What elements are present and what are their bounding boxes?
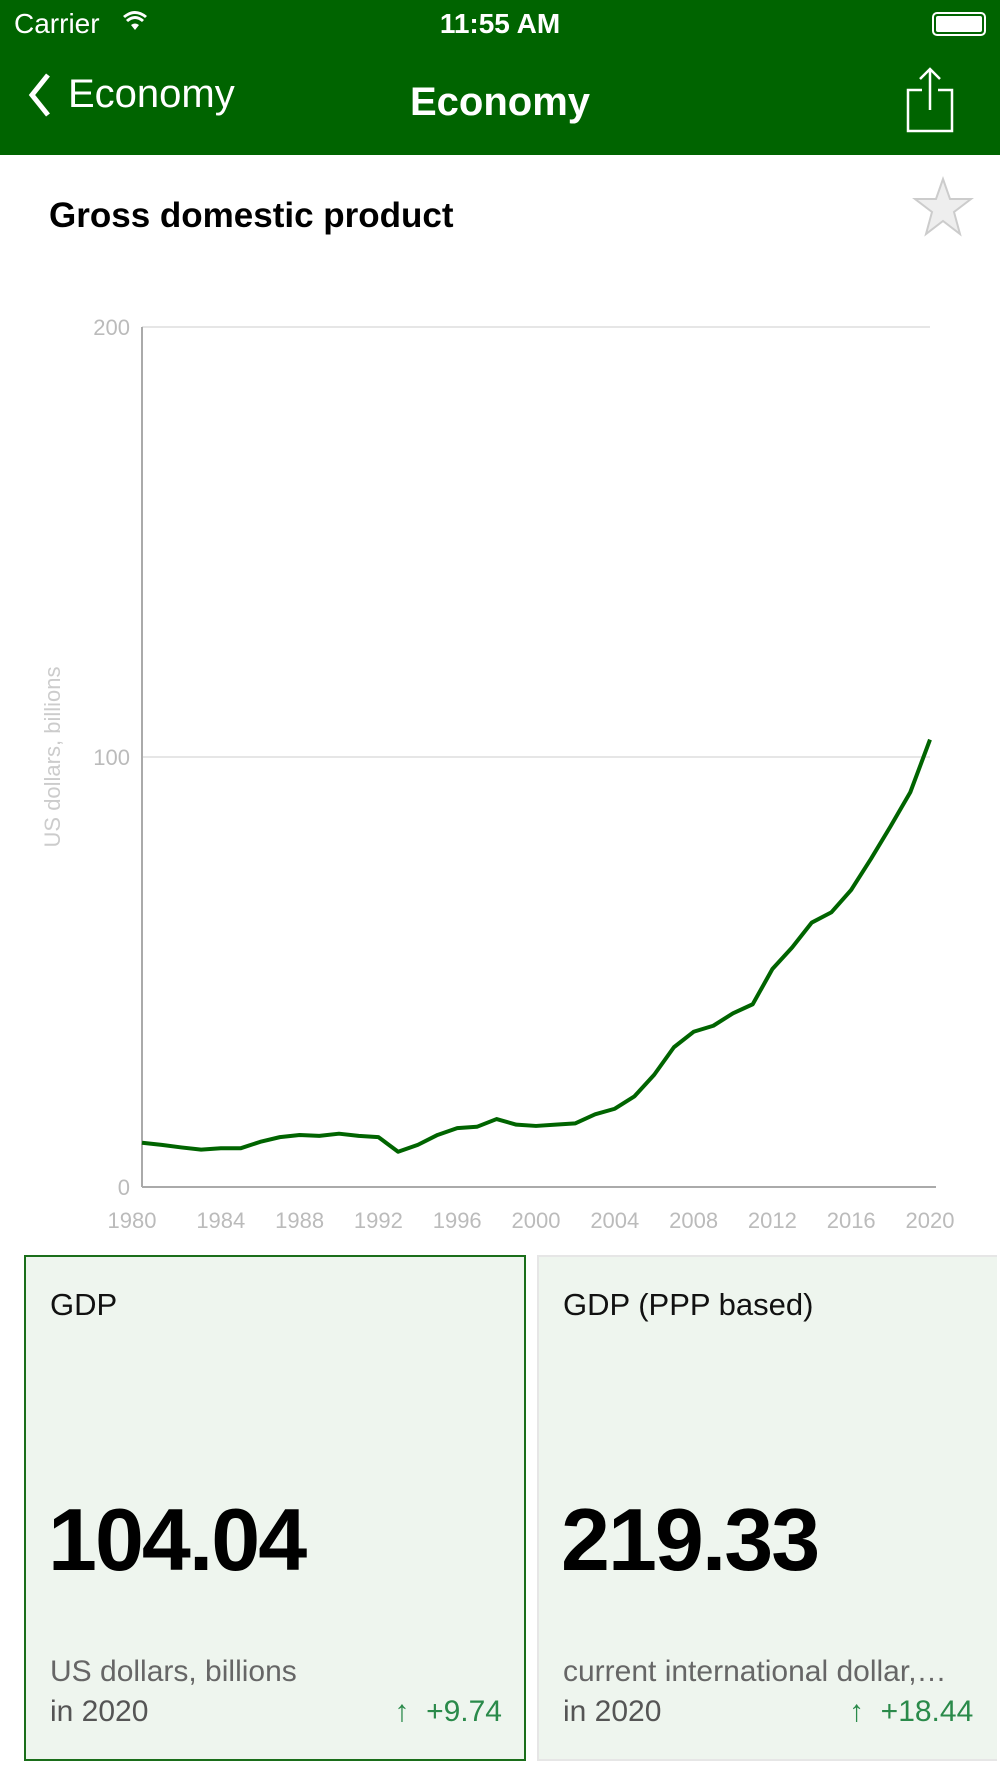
y-tick-label: 200 — [93, 315, 130, 340]
x-tick-label: 2012 — [748, 1208, 797, 1233]
y-tick-label: 0 — [118, 1175, 130, 1200]
x-tick-label: 1984 — [196, 1208, 245, 1233]
navigation-bar: Carrier 11:55 AM Economy Economy — [0, 0, 1000, 155]
card-unit: US dollars, billions — [50, 1655, 297, 1688]
x-tick-label: 2004 — [590, 1208, 639, 1233]
x-tick-label: 2008 — [669, 1208, 718, 1233]
x-tick-label: 1988 — [275, 1208, 324, 1233]
arrow-up-icon: ↑ — [849, 1695, 864, 1728]
battery-icon — [932, 12, 986, 36]
card-value: 219.33 — [561, 1490, 820, 1589]
gdp-line-chart: 0 100 200 1980 1984 1988 1992 1996 2000 2004 2008 2… — [40, 315, 955, 1233]
card-year: in 2020 — [563, 1695, 662, 1728]
card-change: ↑ +9.74 — [394, 1695, 502, 1729]
card-value: 104.04 — [48, 1490, 307, 1589]
back-button[interactable]: Economy — [28, 72, 235, 117]
page-title: Gross domestic product — [49, 196, 454, 235]
x-tick-label: 1996 — [433, 1208, 482, 1233]
card-year: in 2020 — [50, 1695, 149, 1728]
favorite-star-icon[interactable] — [912, 176, 974, 238]
x-tick-label: 1980 — [108, 1208, 157, 1233]
x-tick-label: 2020 — [906, 1208, 955, 1233]
share-icon[interactable] — [905, 66, 955, 134]
series-line-gdp — [141, 738, 932, 1154]
card-unit: current international dollar,… — [563, 1655, 947, 1688]
back-label: Economy — [68, 72, 235, 116]
wifi-icon — [123, 11, 147, 30]
clock: 11:55 AM — [439, 8, 561, 39]
y-axis-label: US dollars, billions — [40, 667, 65, 848]
carrier-label: Carrier — [14, 8, 100, 39]
x-tick-label: 1992 — [354, 1208, 403, 1233]
indicator-card[interactable]: GDP (PPP based) 219.33 current internati… — [537, 1255, 997, 1761]
x-tick-label: 2000 — [512, 1208, 561, 1233]
x-tick-label: 2016 — [827, 1208, 876, 1233]
change-value: +18.44 — [880, 1695, 974, 1728]
y-tick-label: 100 — [93, 745, 130, 770]
chevron-left-icon — [28, 72, 50, 117]
indicator-card[interactable]: GDP 104.04 US dollars, billions in 2020 … — [24, 1255, 526, 1761]
change-value: +9.74 — [426, 1695, 502, 1728]
card-label: GDP (PPP based) — [563, 1287, 814, 1322]
arrow-up-icon: ↑ — [394, 1695, 410, 1728]
card-change: ↑ +18.44 — [849, 1695, 973, 1729]
nav-title: Economy — [409, 80, 591, 124]
card-label: GDP — [50, 1287, 118, 1322]
